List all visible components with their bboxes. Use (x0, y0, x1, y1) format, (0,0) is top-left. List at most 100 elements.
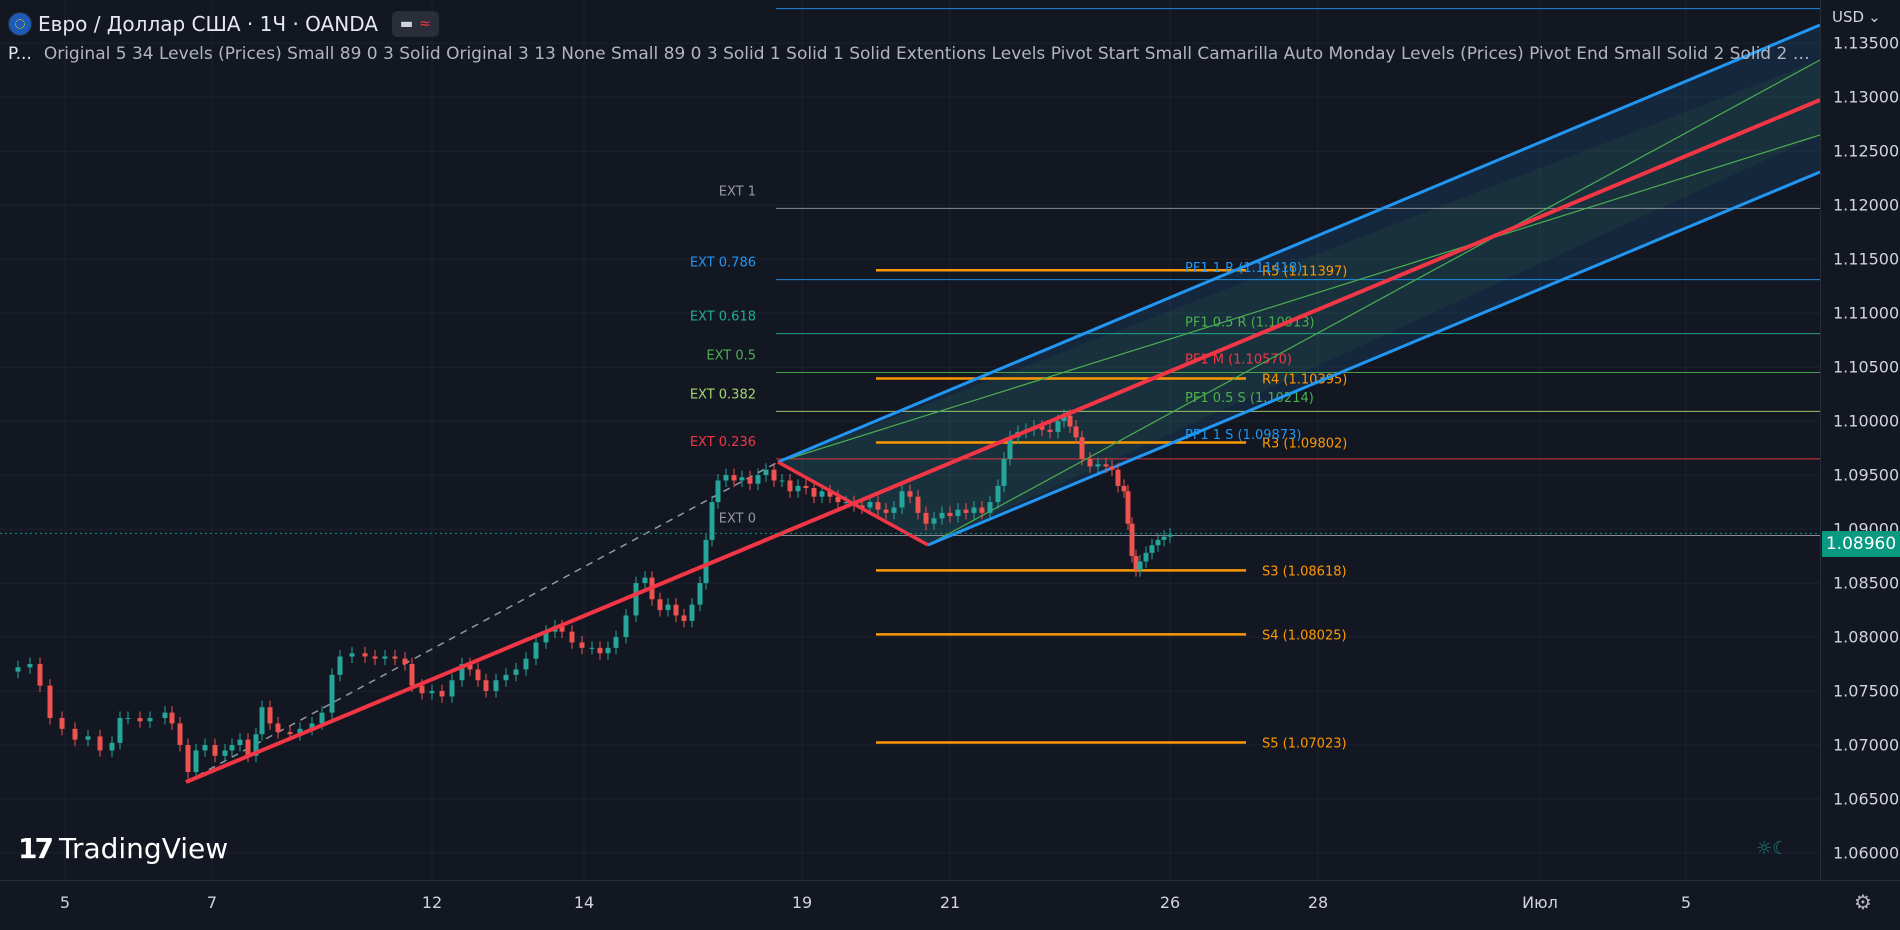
candle-body (715, 480, 721, 503)
candle-body (212, 745, 218, 756)
candle-body (169, 712, 175, 724)
wave-icon[interactable]: ≈ (419, 16, 431, 32)
candle-body (222, 750, 228, 756)
candle-body (483, 680, 489, 692)
candle-body (899, 491, 905, 508)
price-tick-label: 1.07500 (1833, 681, 1900, 701)
eu-flag-icon (8, 12, 32, 36)
ext-level-label: EXT 0.5 (706, 349, 756, 364)
candle-body (309, 723, 315, 729)
channel-mid-line (185, 98, 1820, 784)
time-tick-label: 12 (421, 893, 443, 912)
time-tick-label: Июл (1522, 893, 1558, 912)
candle-body (402, 658, 408, 665)
candle-body (697, 583, 703, 605)
candle-body (429, 691, 435, 694)
price-tick-label: 1.06000 (1833, 843, 1900, 863)
candle-body (533, 642, 539, 659)
candle-body (319, 712, 325, 724)
time-tick-label: 21 (939, 893, 961, 912)
gear-icon[interactable]: ⚙ (1854, 890, 1872, 914)
candle-body (1143, 552, 1149, 562)
candle-body (97, 736, 103, 751)
candle-body (392, 656, 398, 659)
candle-body (419, 685, 425, 694)
candle-body (245, 739, 251, 756)
candle-body (85, 736, 91, 740)
candle-body (623, 615, 629, 638)
channel-inner-line (777, 134, 1820, 463)
pivot-level-label: R5 (1.11397) (1262, 264, 1347, 279)
candle-body (979, 507, 985, 513)
candle-body (971, 507, 977, 513)
candle-body (642, 577, 648, 584)
candle-body (1167, 534, 1173, 537)
candle-body (467, 664, 473, 670)
sun-moon-icon[interactable]: ☼☾ (1756, 838, 1789, 859)
candle-body (827, 491, 833, 497)
candle-body (382, 656, 388, 659)
candle-body (987, 502, 993, 513)
price-tick-label: 1.11500 (1833, 249, 1900, 269)
tradingview-mark-icon: 17 (18, 832, 54, 865)
price-tick-label: 1.10500 (1833, 357, 1900, 377)
minus-icon[interactable]: ▬ (399, 16, 414, 32)
candle-body (665, 604, 671, 611)
candle-body (229, 745, 235, 751)
chart-legend: Евро / Доллар США · 1Ч · OANDA ▬ ≈ P... … (8, 10, 1814, 64)
price-tick-label: 1.11000 (1833, 303, 1900, 323)
pivot-level-label: R3 (1.09802) (1262, 436, 1347, 451)
symbol-tools[interactable]: ▬ ≈ (391, 11, 439, 37)
candle-body (681, 615, 687, 621)
candle-body (1061, 415, 1067, 422)
candle-body (27, 664, 33, 668)
indicator-row[interactable]: P... Original 5 34 Levels (Prices) Small… (8, 44, 1814, 64)
candle-body (747, 477, 753, 484)
indicator-name[interactable]: P... (8, 44, 32, 64)
time-axis[interactable]: 5 7 12 14 19 21 26 28 Июл 5 (0, 880, 1900, 930)
last-price-label: 1.08960 (1822, 531, 1900, 557)
time-tick-label: 7 (206, 893, 218, 912)
pf-level-label: PF1 M (1.10570) (1185, 353, 1292, 368)
candle-body (117, 718, 123, 743)
ext-level-label: EXT 0 (719, 512, 756, 527)
channel-inner-fill (778, 60, 1820, 545)
candle-body (703, 539, 709, 584)
chevron-down-icon: ⌄ (1868, 8, 1881, 26)
candle-body (1007, 437, 1013, 459)
candle-body (37, 664, 43, 686)
candle-body (795, 485, 801, 492)
candle-body (409, 664, 415, 686)
symbol-row[interactable]: Евро / Доллар США · 1Ч · OANDA ▬ ≈ (8, 10, 1814, 38)
time-tick-label: 14 (573, 893, 595, 912)
currency-selector[interactable]: USD ⌄ (1832, 8, 1881, 26)
candle-body (493, 680, 499, 692)
candle-body (349, 653, 355, 657)
ext-level-label: EXT 0.786 (690, 256, 756, 271)
candle-body (1087, 458, 1093, 467)
pivot-level-label: S4 (1.08025) (1262, 628, 1347, 643)
tradingview-logo[interactable]: 17 TradingView (18, 832, 228, 865)
candle-body (1001, 458, 1007, 486)
candle-body (337, 656, 343, 675)
candle-body (287, 732, 293, 735)
candle-body (15, 667, 21, 672)
dashed-trend-line (185, 461, 779, 783)
candle-body (1079, 437, 1085, 459)
candle-body (923, 512, 929, 524)
candle-body (202, 745, 208, 751)
price-tick-label: 1.09500 (1833, 465, 1900, 485)
candle-body (297, 728, 303, 735)
channel-upper-line (777, 23, 1820, 464)
candle-body (597, 647, 603, 654)
price-axis[interactable]: 1.13500 1.13000 1.12500 1.12000 1.11500 1.110… (1820, 0, 1900, 880)
candle-body (329, 674, 335, 713)
candle-body (72, 728, 78, 740)
symbol-title[interactable]: Евро / Доллар США · 1Ч · OANDA (38, 12, 378, 36)
candle-body (723, 475, 729, 481)
candle-body (1137, 561, 1143, 571)
candle-body (543, 631, 549, 643)
price-tick-label: 1.08000 (1833, 627, 1900, 647)
